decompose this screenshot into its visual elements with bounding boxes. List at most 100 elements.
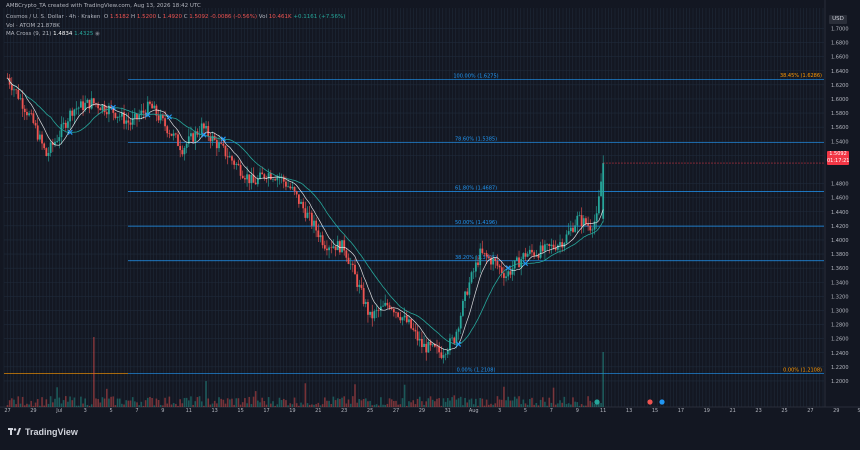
candle-body [431, 344, 434, 346]
volume-bar [11, 398, 13, 407]
candle-body [43, 143, 46, 149]
fib-level-label: 50.00% (1.4196) [455, 220, 497, 226]
volume-bar [326, 400, 328, 407]
tradingview-logo[interactable]: TradingView [8, 427, 78, 437]
event-marker-icon[interactable] [659, 399, 665, 405]
candle-body [330, 247, 333, 249]
candle-body [164, 118, 166, 127]
volume-bar [209, 404, 212, 407]
candle-body [166, 126, 169, 134]
tradingview-logo-icon [8, 428, 21, 435]
candle-body [446, 350, 449, 355]
candle-body [209, 136, 212, 142]
candle-body [371, 311, 374, 319]
candle-body [548, 244, 551, 246]
candle-body [509, 271, 512, 275]
y-tick-label: 1.2000 [831, 379, 849, 385]
ma-cross-marker [455, 341, 462, 347]
volume-bar [513, 396, 516, 407]
candle-body [373, 311, 376, 319]
candle-body [546, 244, 548, 245]
volume-bar [546, 405, 548, 407]
volume-bar [462, 405, 464, 407]
candle-body [187, 136, 190, 144]
eye-icon[interactable]: ◉ [95, 31, 100, 37]
volume-bar [328, 400, 330, 407]
candle-body [300, 201, 302, 204]
candle-body [112, 106, 115, 113]
candle-body [200, 123, 203, 134]
volume-bar [97, 399, 99, 407]
volume-bar [241, 402, 244, 407]
candle-body [427, 341, 430, 353]
candle-body [569, 227, 572, 232]
volume-bar [444, 401, 447, 407]
x-tick-label: 21 [730, 408, 736, 414]
volume-bar [168, 396, 171, 407]
x-tick-label: 13 [626, 408, 632, 414]
candle-body [19, 98, 22, 99]
event-marker-icon[interactable] [594, 399, 600, 405]
candle-body [345, 250, 348, 258]
candle-body [231, 156, 233, 161]
candle-body [23, 108, 26, 112]
ma-cross-indicator-line[interactable]: MA Cross (9, 21) 1.4834 1.4325 ◉ [6, 31, 100, 37]
candle-body [397, 312, 400, 317]
volume-bar [131, 397, 134, 407]
volume-bar [563, 396, 566, 407]
candle-body [64, 122, 67, 128]
candle-body [492, 258, 495, 265]
symbol-line: Cosmos / U. S. Dollar · 4h · Kraken O 1.… [6, 14, 345, 20]
candle-body [589, 225, 592, 231]
volume-indicator-line[interactable]: Vol · ATOM 21.878K [6, 23, 60, 29]
volume-bar [62, 400, 65, 407]
volume-bar [58, 397, 61, 407]
volume-bar [371, 405, 374, 407]
last-price-value: 1.5092 [829, 151, 847, 157]
y-tick-label: 1.5600 [831, 125, 849, 131]
volume-bar [159, 404, 162, 407]
volume-bar [384, 404, 387, 407]
candle-body [444, 354, 447, 356]
fib-level-label: 61.80% (1.4687) [455, 186, 497, 192]
candle-body [487, 256, 490, 258]
candle-body [127, 120, 130, 123]
x-tick-label: 17 [263, 408, 269, 414]
volume-bar [552, 387, 555, 407]
candle-body [123, 112, 125, 124]
candle-body [36, 125, 39, 140]
candle-body [369, 311, 371, 315]
candle-body [144, 112, 147, 116]
candle-body [267, 173, 270, 179]
volume-bar [172, 403, 175, 407]
ma-fast-value: 1.4834 [53, 31, 73, 37]
event-marker-icon[interactable] [647, 399, 653, 405]
volume-bar [88, 405, 91, 407]
candle-body [477, 262, 479, 266]
candle-body [114, 112, 117, 118]
candle-body [503, 273, 505, 278]
y-tick-label: 1.3600 [831, 266, 849, 272]
brand-text: TradingView [25, 427, 78, 437]
volume-bar [188, 400, 190, 407]
currency-button[interactable]: USD [829, 15, 847, 24]
volume-bar [332, 396, 335, 407]
candle-body [392, 309, 395, 313]
candle-body [190, 133, 192, 137]
x-tick-label: 17 [678, 408, 684, 414]
volume-bar [380, 397, 382, 407]
volume-bar [198, 396, 201, 407]
volume-bar [233, 404, 235, 407]
x-tick-label: 5 [524, 408, 527, 414]
volume-bar [451, 397, 453, 407]
candle-body [425, 343, 428, 353]
volume-bar [475, 398, 477, 407]
volume-bar [103, 398, 106, 407]
candle-body [250, 174, 253, 184]
candle-body [30, 113, 33, 114]
volume-bar [39, 405, 41, 407]
volume-bar [43, 405, 45, 407]
candle-body [274, 179, 277, 181]
